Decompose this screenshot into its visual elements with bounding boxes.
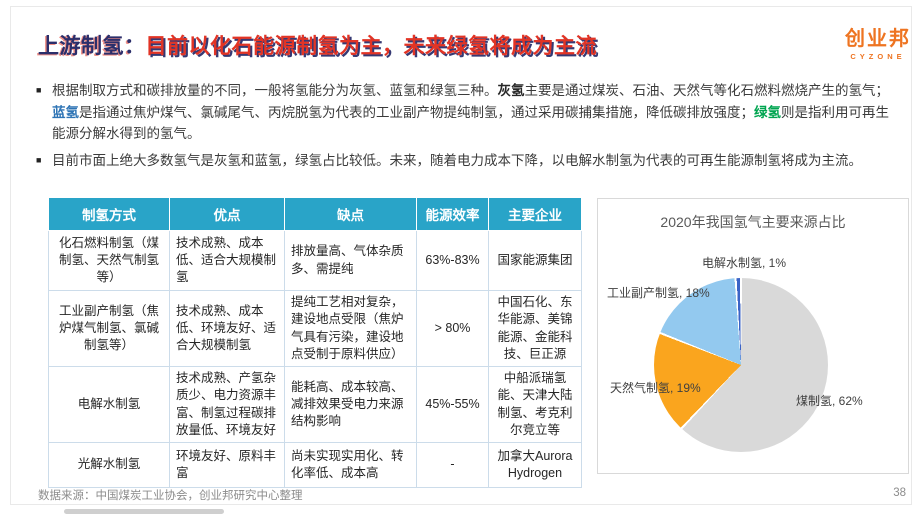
pie <box>654 278 828 452</box>
table-cell: 加拿大Aurora Hydrogen <box>488 442 582 488</box>
table-cell: 提纯工艺相对复杂，建设地点受限（焦炉气具有污染，建设地点受制于原料供应） <box>284 290 417 367</box>
table-cell: 尚未实现实用化、转化率低、成本高 <box>284 442 417 488</box>
table-cell: 化石燃料制氢（煤制氢、天然气制氢等） <box>48 230 170 291</box>
table-cell: 技术成熟、成本低、适合大规模制氢 <box>169 230 285 291</box>
bullet-1: ■ 根据制取方式和碳排放量的不同，一般将氢能分为灰氢、蓝氢和绿氢三种。灰氢主要是… <box>36 80 896 145</box>
intro-text: ■ 根据制取方式和碳排放量的不同，一般将氢能分为灰氢、蓝氢和绿氢三种。灰氢主要是… <box>36 80 896 176</box>
bullet-square-icon: ■ <box>36 154 42 165</box>
page-title: 上游制氢：目前以化石能源制氢为主，未来绿氢将成为主流 <box>38 30 597 60</box>
page-number: 38 <box>893 487 906 499</box>
table-cell: 技术成熟、成本低、环境友好、适合大规模制氢 <box>169 290 285 367</box>
table-cell: 工业副产制氢（焦炉煤气制氢、氯碱制氢等） <box>48 290 170 367</box>
table-cell: 光解水制氢 <box>48 442 170 488</box>
table-cell: 国家能源集团 <box>488 230 582 291</box>
table-cell: 中船派瑞氢能、天津大陆制氢、考克利尔竞立等 <box>488 366 582 443</box>
table-cell: 排放量高、气体杂质多、需提纯 <box>284 230 417 291</box>
chart-title: 2020年我国氢气主要来源占比 <box>660 214 846 230</box>
table-row: 电解水制氢 技术成熟、产氢杂质少、电力资源丰富、制氢过程碳排放量低、环境友好 能… <box>48 366 582 443</box>
bullet-2-text: 目前市面上绝大多数氢气是灰氢和蓝氢，绿氢占比较低。未来，随着电力成本下降，以电解… <box>52 152 862 168</box>
title-main: 目前以化石能源制氢为主，未来绿氢将成为主流 <box>145 35 597 58</box>
header-advantages: 优点 <box>169 197 285 231</box>
header-efficiency: 能源效率 <box>416 197 489 231</box>
bullet-2: ■ 目前市面上绝大多数氢气是灰氢和蓝氢，绿氢占比较低。未来，随着电力成本下降，以… <box>36 150 896 172</box>
table-row: 化石燃料制氢（煤制氢、天然气制氢等） 技术成熟、成本低、适合大规模制氢 排放量高… <box>48 230 582 291</box>
table-cell: 能耗高、成本较高、减排效果受电力来源结构影响 <box>284 366 417 443</box>
pie-label-natural-gas: 天然气制氢, 19% <box>610 381 701 395</box>
table-cell: > 80% <box>416 290 489 367</box>
table-row: 工业副产制氢（焦炉煤气制氢、氯碱制氢等） 技术成熟、成本低、环境友好、适合大规模… <box>48 290 582 367</box>
pie-label-industrial-byproduct: 工业副产制氢, 18% <box>607 286 710 300</box>
table-cell: - <box>416 442 489 488</box>
table-cell: 45%-55% <box>416 366 489 443</box>
pie-chart-panel: 2020年我国氢气主要来源占比 电解水制氢, 1% 工业副产制氢, 18% 天然… <box>597 198 909 474</box>
term-green-hydrogen: 绿氢 <box>754 104 781 120</box>
pie-label-electrolysis: 电解水制氢, 1% <box>702 256 787 270</box>
header-method: 制氢方式 <box>48 197 170 231</box>
logo-text: 创业邦 <box>845 28 911 50</box>
bullet-square-icon: ■ <box>36 85 42 95</box>
pie-label-coal: 煤制氢, 62% <box>796 394 863 408</box>
header-companies: 主要企业 <box>488 197 582 231</box>
bullet-1-text: 根据制取方式和碳排放量的不同，一般将氢能分为灰氢、蓝氢和绿氢三种。灰氢主要是通过… <box>52 83 889 141</box>
table-cell: 技术成熟、产氢杂质少、电力资源丰富、制氢过程碳排放量低、环境友好 <box>169 366 285 443</box>
table-cell: 中国石化、东华能源、美锦能源、金能科技、巨正源 <box>488 290 582 367</box>
table-cell: 63%-83% <box>416 230 489 291</box>
term-gray-hydrogen: 灰氢 <box>497 83 525 98</box>
header-disadvantages: 缺点 <box>284 197 417 231</box>
hydrogen-methods-table: 制氢方式 优点 缺点 能源效率 主要企业 化石燃料制氢（煤制氢、天然气制氢等） … <box>48 197 582 488</box>
table-cell: 环境友好、原料丰富 <box>169 442 285 488</box>
horizontal-scrollbar-thumb[interactable] <box>64 509 224 514</box>
term-blue-hydrogen: 蓝氢 <box>52 104 79 120</box>
cyzone-logo: 创业邦 CYZONE <box>840 22 916 61</box>
title-prefix: 上游制氢： <box>38 35 146 58</box>
logo-subtext: CYZONE <box>850 52 906 61</box>
table-row: 光解水制氢 环境友好、原料丰富 尚未实现实用化、转化率低、成本高 - 加拿大Au… <box>48 442 582 488</box>
table-cell: 电解水制氢 <box>48 366 170 443</box>
table-header-row: 制氢方式 优点 缺点 能源效率 主要企业 <box>48 197 582 231</box>
data-source-note: 数据来源：中国煤炭工业协会，创业邦研究中心整理 <box>38 490 303 502</box>
